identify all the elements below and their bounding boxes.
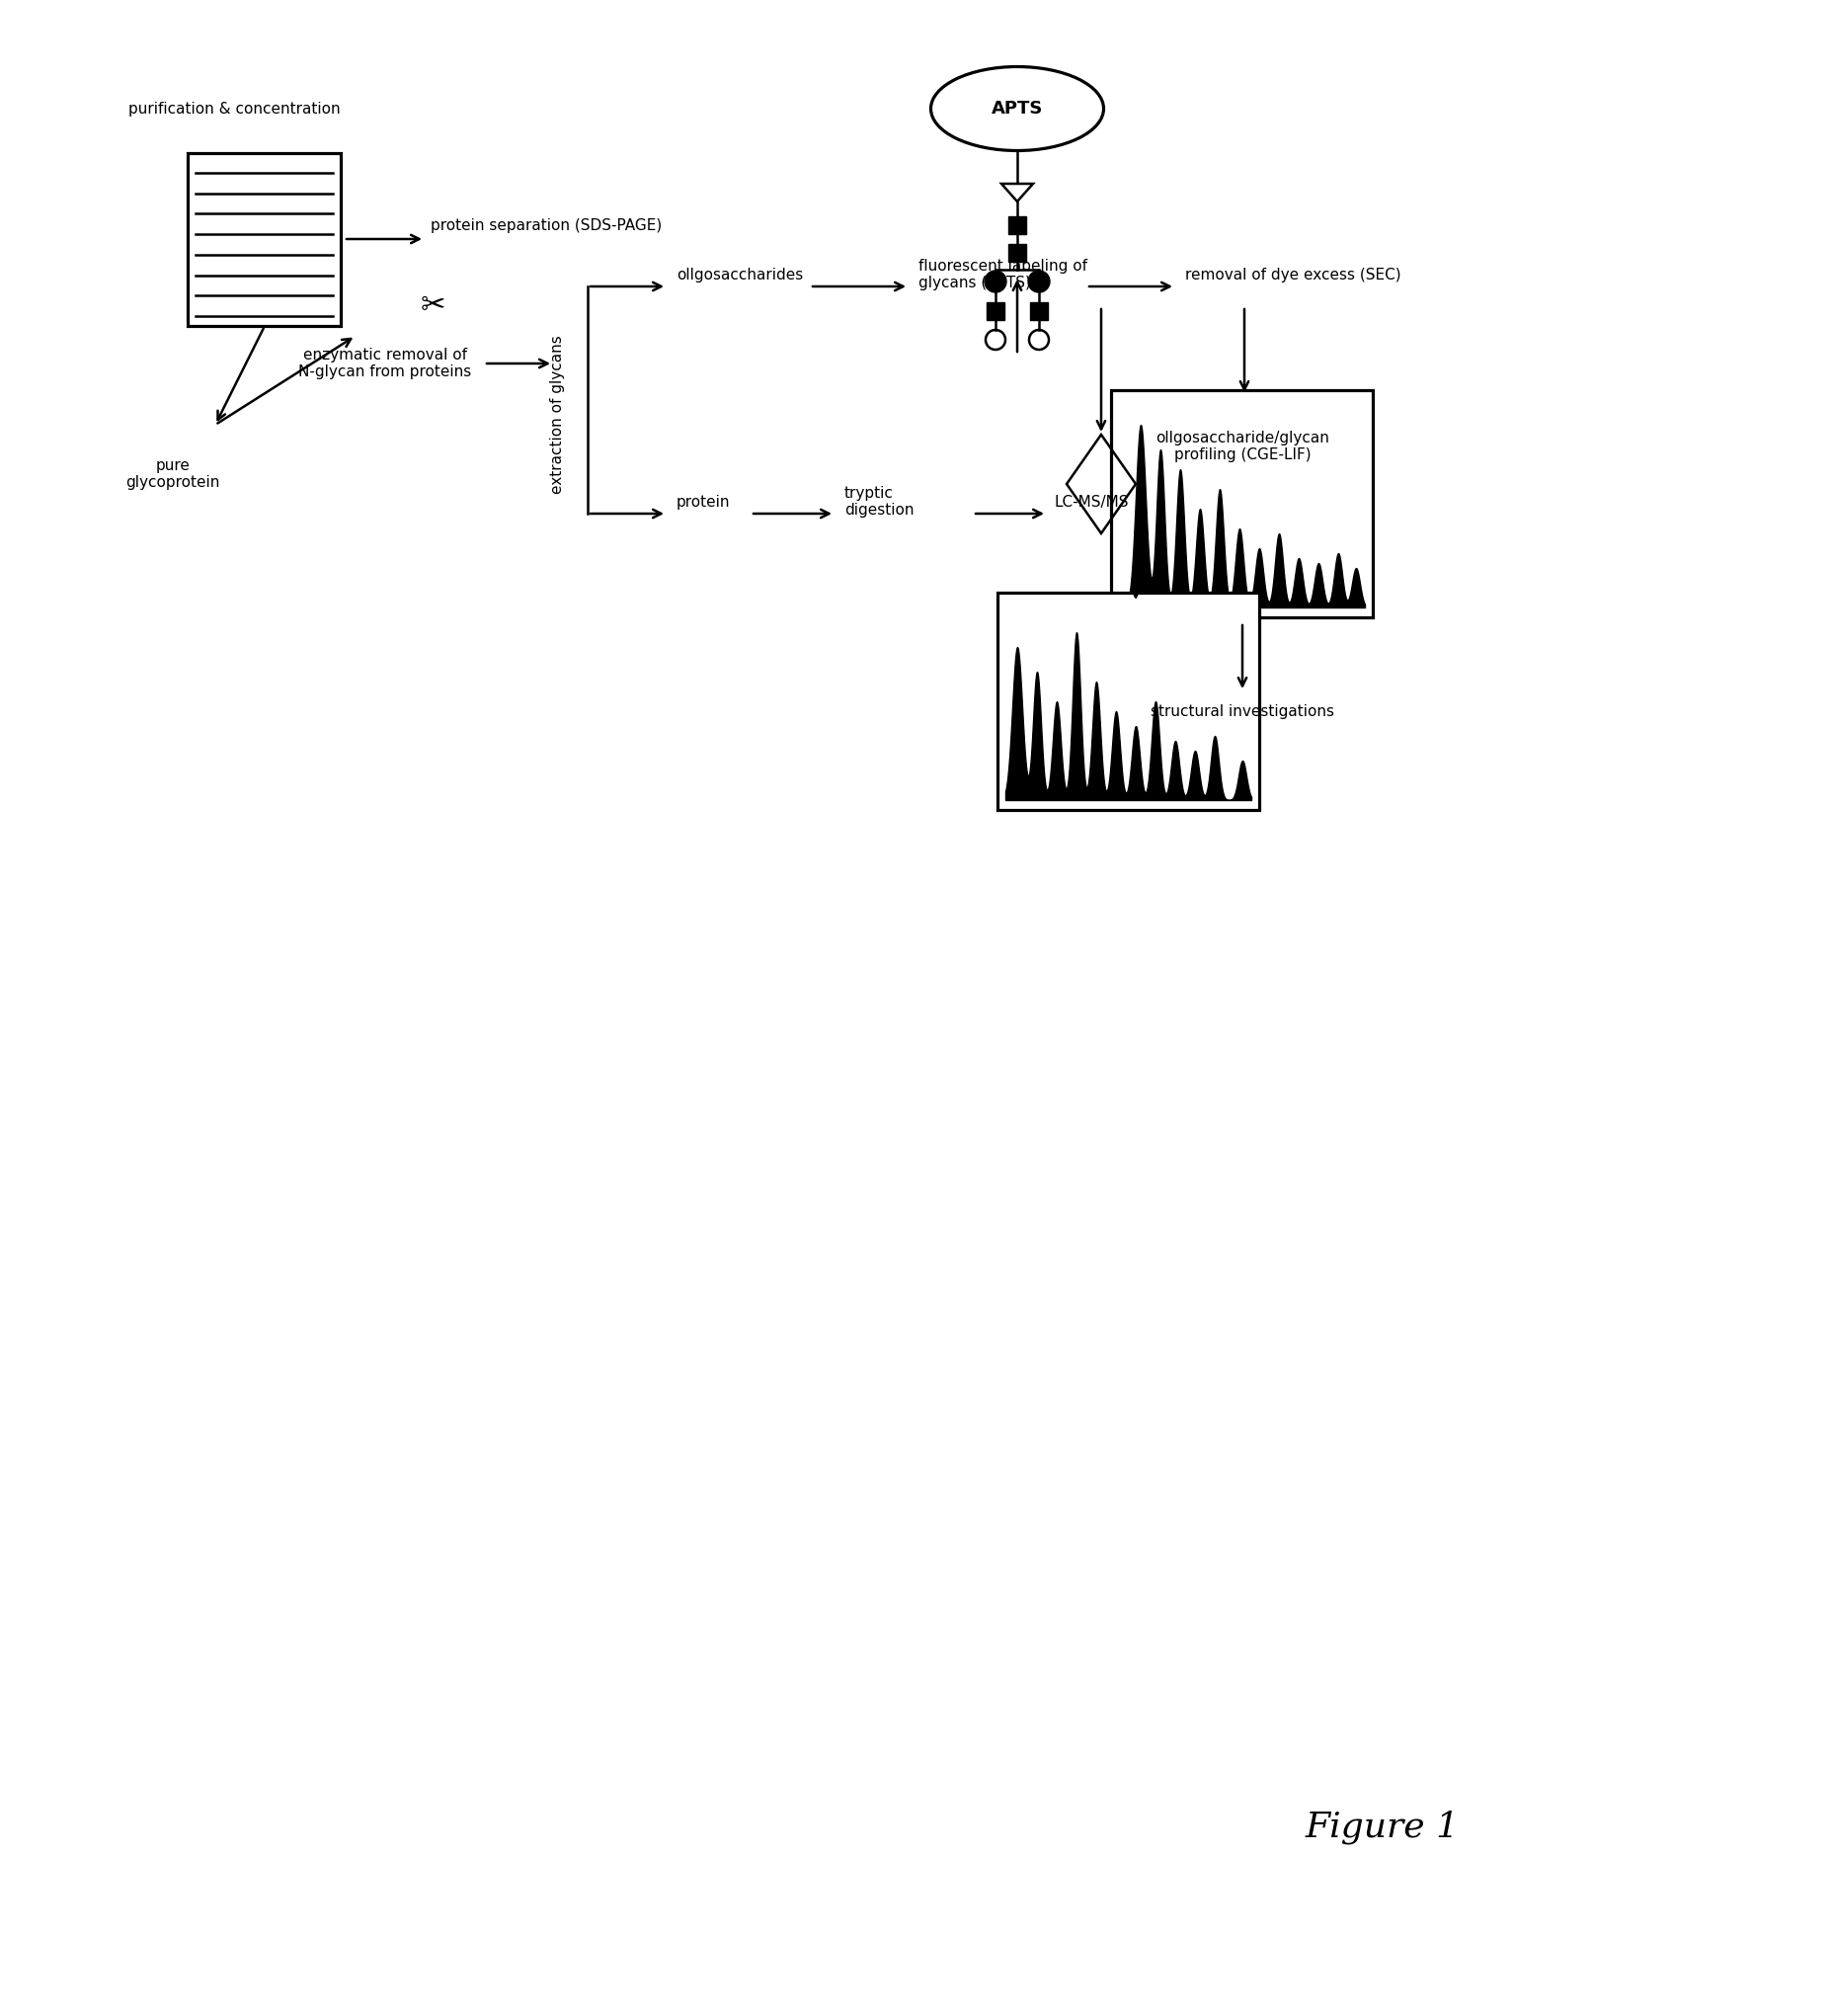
- Bar: [997, 593, 1259, 810]
- Text: tryptic
digestion: tryptic digestion: [845, 486, 914, 518]
- Text: ✂: ✂: [420, 292, 445, 321]
- Text: ollgosaccharides: ollgosaccharides: [676, 268, 802, 282]
- Text: APTS: APTS: [991, 99, 1042, 117]
- Text: protein: protein: [676, 494, 729, 510]
- Bar: [1110, 391, 1372, 617]
- Bar: [1008, 216, 1026, 234]
- Circle shape: [984, 270, 1006, 292]
- Bar: [1008, 244, 1026, 262]
- Text: enzymatic removal of
N-glycan from proteins: enzymatic removal of N-glycan from prote…: [299, 347, 471, 379]
- Text: protein separation (SDS-PAGE): protein separation (SDS-PAGE): [431, 218, 661, 232]
- Text: Figure 1: Figure 1: [1304, 1810, 1458, 1845]
- Bar: [986, 302, 1004, 321]
- Text: extraction of glycans: extraction of glycans: [550, 335, 564, 494]
- Text: fluorescent labeling of
glycans (APTS): fluorescent labeling of glycans (APTS): [918, 258, 1086, 290]
- Text: LC-MS/MS: LC-MS/MS: [1053, 494, 1129, 510]
- Circle shape: [1028, 270, 1050, 292]
- Text: ollgosaccharide/glycan
profiling (CGE-LIF): ollgosaccharide/glycan profiling (CGE-LI…: [1154, 431, 1328, 462]
- Text: purification & concentration: purification & concentration: [128, 101, 341, 117]
- Bar: [1030, 302, 1048, 321]
- Text: pure
glycoprotein: pure glycoprotein: [126, 458, 220, 490]
- Text: removal of dye excess (SEC): removal of dye excess (SEC): [1185, 268, 1400, 282]
- Bar: [187, 153, 341, 327]
- Text: structural investigations: structural investigations: [1150, 704, 1334, 718]
